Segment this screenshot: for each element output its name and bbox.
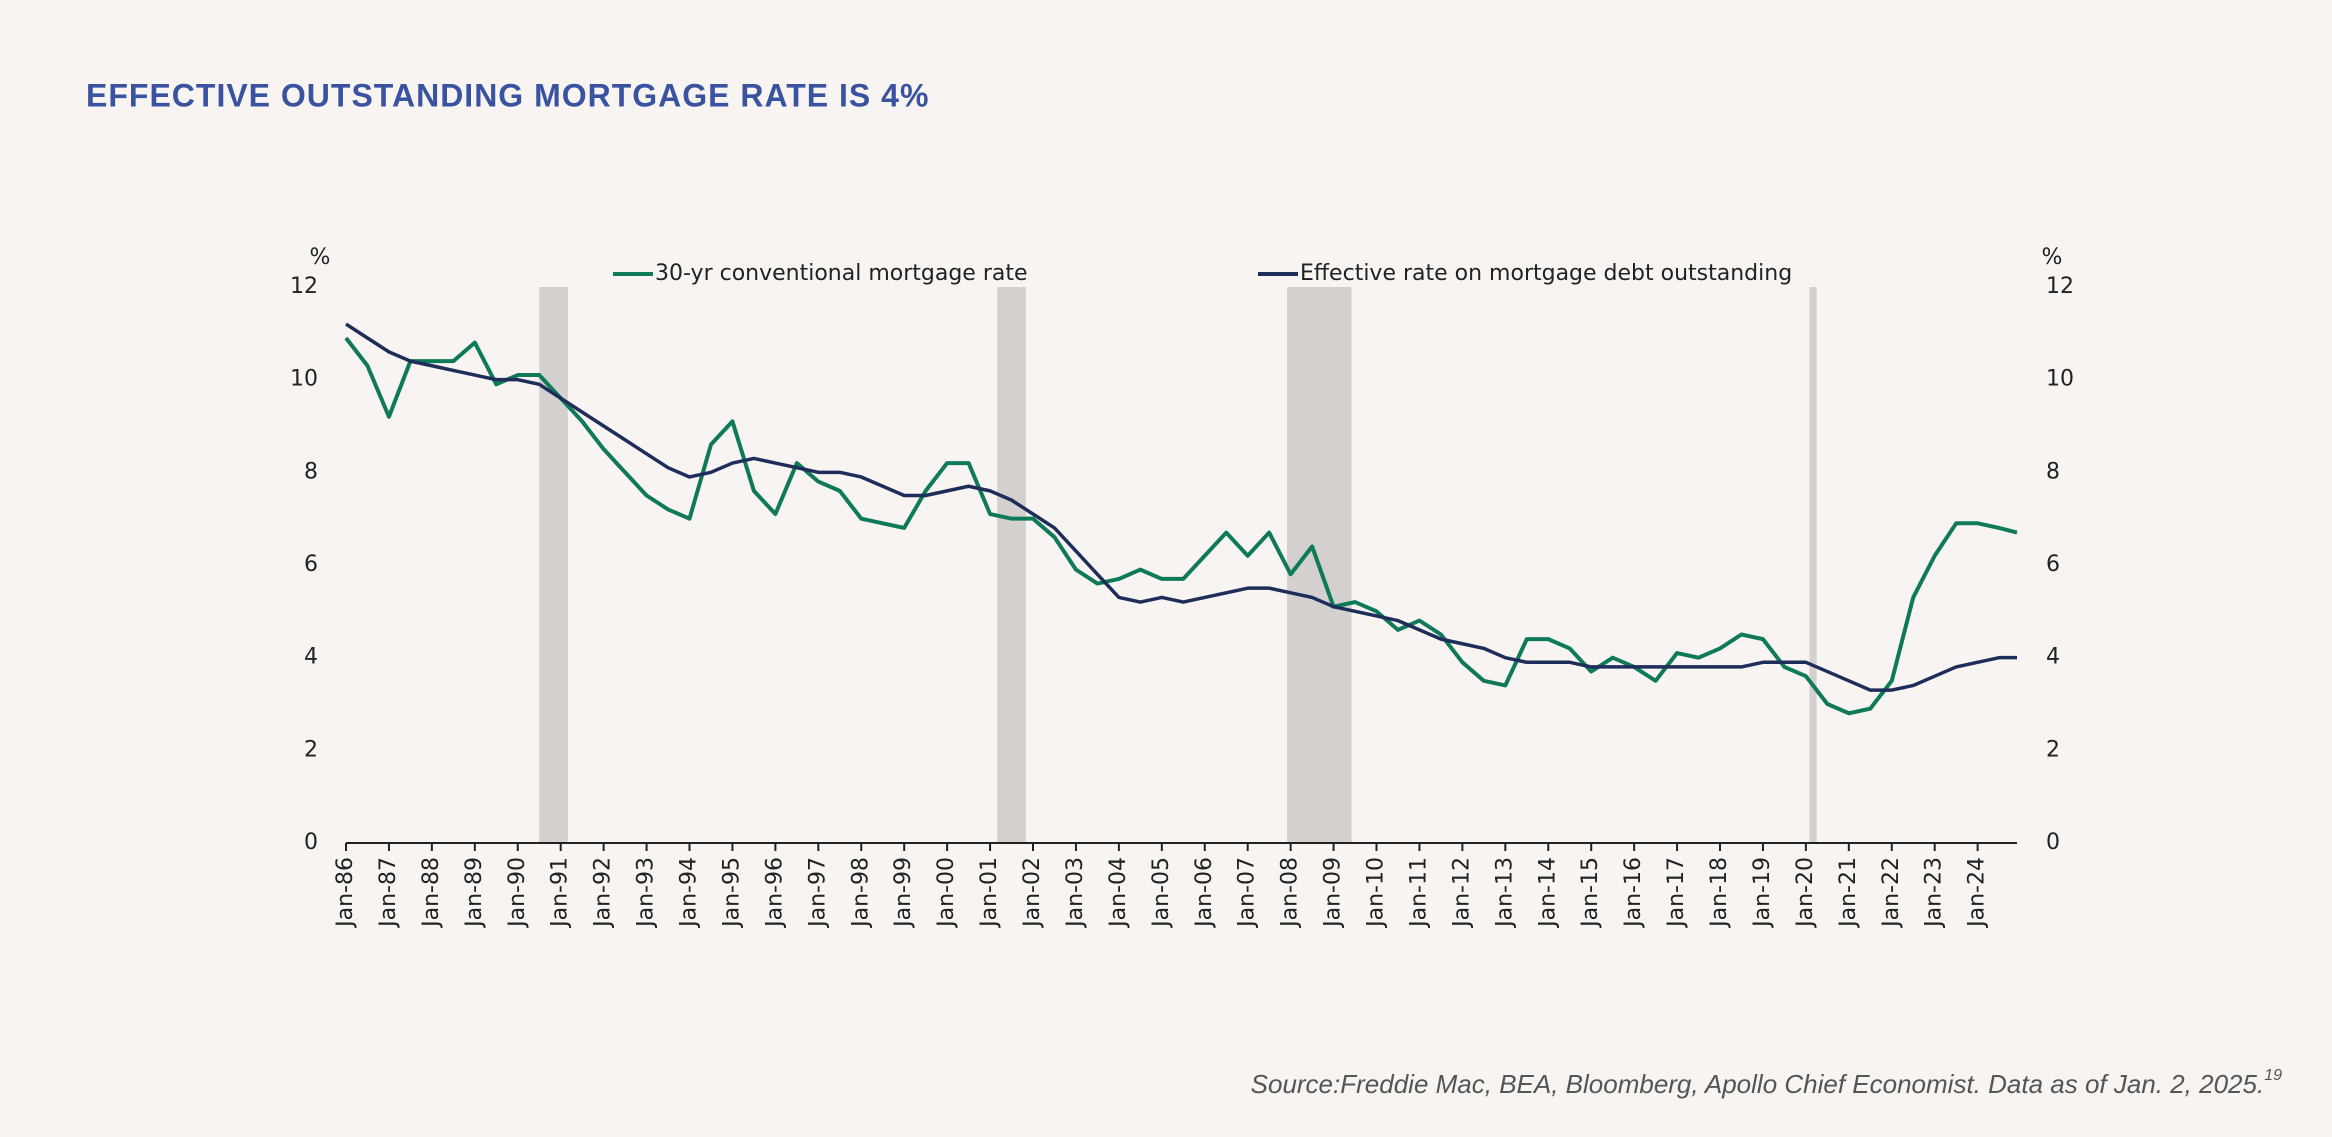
x-tick-label: Jan-22 (1879, 857, 1904, 929)
x-tick-label: Jan-14 (1535, 857, 1560, 929)
x-tick-label: Jan-16 (1621, 857, 1646, 929)
x-tick-label: Jan-99 (891, 857, 916, 929)
x-tick-label: Jan-20 (1793, 857, 1818, 929)
x-tick-label: Jan-05 (1149, 857, 1174, 929)
x-tick-label: Jan-03 (1063, 857, 1088, 929)
x-tick-label: Jan-91 (548, 857, 573, 929)
chart-title: EFFECTIVE OUTSTANDING MORTGAGE RATE IS 4… (86, 77, 929, 113)
y2-tick-label: 6 (2046, 552, 2060, 577)
y-tick-label: 0 (304, 830, 318, 855)
x-tick-label: Jan-21 (1836, 857, 1861, 929)
y-tick-label: 12 (290, 274, 318, 299)
x-tick-label: Jan-02 (1020, 857, 1045, 929)
x-tick-label: Jan-00 (934, 857, 959, 929)
recession-band (997, 287, 1026, 843)
x-tick-label: Jan-06 (1192, 857, 1217, 929)
x-tick-label: Jan-12 (1449, 857, 1474, 929)
x-tick-label: Jan-96 (762, 857, 787, 929)
x-tick-label: Jan-23 (1922, 857, 1947, 929)
y2-tick-label: 12 (2046, 274, 2074, 299)
y-tick-label: 8 (304, 459, 318, 484)
x-tick-label: Jan-08 (1278, 857, 1303, 929)
x-tick-label: Jan-09 (1321, 857, 1346, 929)
source-note: Source:Freddie Mac, BEA, Bloomberg, Apol… (1251, 1067, 2282, 1099)
x-tick-label: Jan-95 (719, 857, 744, 929)
footnote-ref: 19 (2264, 1067, 2282, 1084)
y-tick-label: 4 (304, 645, 318, 670)
x-tick-label: Jan-93 (634, 857, 659, 929)
x-tick-label: Jan-94 (677, 857, 702, 929)
x-tick-label: Jan-89 (462, 857, 487, 929)
y-tick-label: 10 (290, 367, 318, 392)
x-tick-label: Jan-04 (1106, 857, 1131, 929)
y-tick-label: 6 (304, 552, 318, 577)
y2-tick-label: 0 (2046, 830, 2060, 855)
y2-tick-label: 4 (2046, 645, 2060, 670)
y-axis-unit: % (310, 245, 331, 270)
x-tick-label: Jan-13 (1492, 857, 1517, 929)
x-tick-label: Jan-86 (333, 857, 358, 929)
y2-tick-label: 2 (2046, 737, 2060, 762)
source-text: Source:Freddie Mac, BEA, Bloomberg, Apol… (1251, 1069, 2265, 1099)
y2-tick-label: 10 (2046, 367, 2074, 392)
x-tick-label: Jan-98 (848, 857, 873, 929)
y2-tick-label: 8 (2046, 459, 2060, 484)
x-tick-label: Jan-17 (1664, 857, 1689, 929)
series-line (344, 336, 2018, 716)
x-tick-label: Jan-97 (805, 857, 830, 929)
recession-band (1809, 287, 1817, 843)
x-tick-label: Jan-01 (977, 857, 1002, 929)
x-tick-label: Jan-87 (376, 857, 401, 929)
x-tick-label: Jan-90 (505, 857, 530, 929)
x-tick-label: Jan-07 (1235, 857, 1260, 929)
legend-label: Effective rate on mortgage debt outstand… (1300, 261, 1792, 286)
x-tick-label: Jan-15 (1578, 857, 1603, 929)
x-tick-label: Jan-24 (1965, 857, 1990, 929)
y-tick-label: 2 (304, 737, 318, 762)
y2-axis-unit: % (2042, 245, 2063, 270)
series-line (345, 322, 2017, 692)
recession-band (539, 287, 568, 843)
x-tick-label: Jan-19 (1750, 857, 1775, 929)
x-tick-label: Jan-10 (1364, 857, 1389, 929)
x-tick-label: Jan-92 (591, 857, 616, 929)
legend-label: 30-yr conventional mortgage rate (655, 261, 1028, 286)
x-tick-label: Jan-88 (419, 857, 444, 929)
x-tick-label: Jan-18 (1707, 857, 1732, 929)
x-tick-label: Jan-11 (1406, 857, 1431, 929)
